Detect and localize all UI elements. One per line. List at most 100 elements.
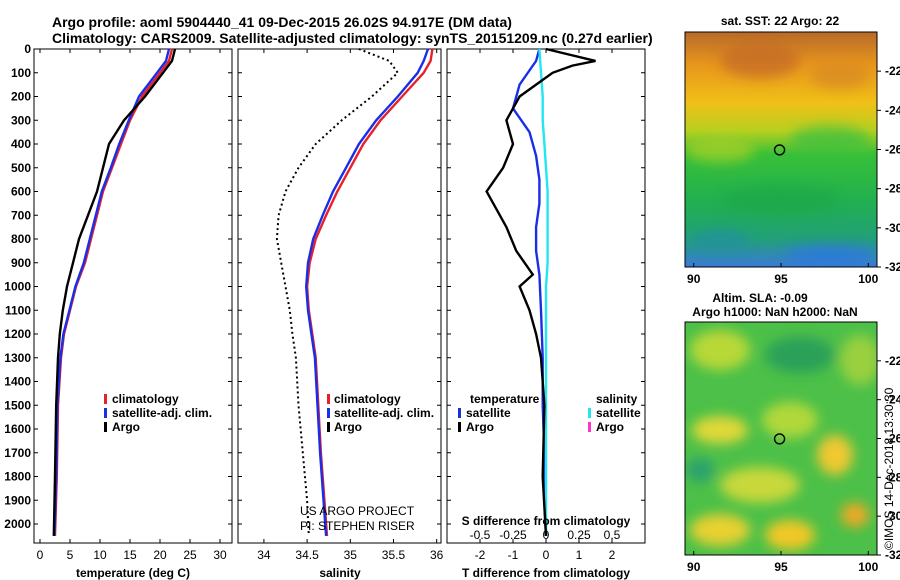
s-diff-tick-label: -0.5 [470,528,491,542]
x-tick-label: 0 [37,548,44,562]
y-tick-label: 0 [24,42,31,56]
series-line-argo [52,48,177,536]
temperature-xlabel: temperature (deg C) [76,566,190,580]
legend-label-s-satellite: satellite [596,406,641,420]
difference-xlabel: T difference from climatology [462,566,630,580]
legend-swatch-climatology [104,394,107,404]
y-tick-label: 1300 [4,351,31,365]
temperature-legend: climatology satellite-adj. clim. Argo [104,392,212,434]
difference-plot: -2 -1 0 1 2 -0.5 -0.25 0 0.25 0.5 [447,47,645,562]
sst-map-axes: 90 95 100 -22 -24 -26 -28 -30 -32 [687,64,900,286]
legend-label-climatology: climatology [334,392,401,406]
y-tick-label: 1500 [4,398,31,412]
y-tick-label: 400 [11,137,31,151]
legend-heading-salinity: salinity [596,392,638,406]
x-tick-label: -2 [475,548,486,562]
y-tick-label: 2000 [4,517,31,531]
x-tick-label: 35.5 [382,548,406,562]
x-tick-label: 90 [687,272,701,286]
x-tick-label: 90 [687,560,701,574]
salinity-xlabel: salinity [319,566,361,580]
legend-label-climatology: climatology [112,392,179,406]
legend-label-t-satellite: satellite [466,406,511,420]
x-tick-label: 100 [858,560,878,574]
temperature-axes [33,48,233,544]
x-tick-label: 95 [774,272,788,286]
series-line-satellite-adj-clim- [304,48,430,536]
y-tick-label: 1600 [4,422,31,436]
x-tick-label: 95 [774,560,788,574]
y-tick-label: 1000 [4,280,31,294]
legend-swatch-satellite [327,408,330,418]
sla-map-image [685,322,877,555]
imos-timestamp: ©IMOS 14-Dec-2018 13:30:30 [882,387,896,550]
legend-label-satellite: satellite-adj. clim. [112,406,212,420]
y-tick-label: -22 [885,354,900,368]
legend-heading-temperature: temperature [470,392,540,406]
y-tick-label: -28 [885,182,900,196]
y-tick-label: 200 [11,90,31,104]
legend-swatch-s-satellite [588,408,591,418]
series-line-climatology [305,48,434,536]
y-tick-label: -24 [885,393,900,407]
header-line2: Climatology: CARS2009. Satellite-adjuste… [52,30,653,46]
y-tick-label: -32 [885,260,900,274]
salinity-axes [237,48,442,544]
sst-map-title: sat. SST: 22 Argo: 22 [721,14,840,28]
sla-map-axes: 90 95 100 -22 -24 -26 -28 -30 -32 [687,354,900,574]
legend-swatch-s-argo [588,422,591,432]
x-tick-label: 0 [543,548,550,562]
y-tick-label: 1100 [5,303,31,317]
legend-label-t-argo: Argo [466,420,494,434]
y-tick-label: 800 [11,232,31,246]
legend-swatch-climatology [327,394,330,404]
y-tick-label: -26 [885,432,900,446]
credit-pi: PI: STEPHEN RISER [300,519,415,533]
y-tick-label: 1900 [4,493,31,507]
legend-swatch-argo [104,422,107,432]
series-line-climatology [53,48,174,536]
y-tick-label: 500 [11,161,31,175]
x-tick-label: 36 [430,548,444,562]
x-tick-label: 34.5 [295,548,319,562]
difference-legend: temperature satellite Argo salinity sate… [458,392,641,434]
x-tick-label: 10 [93,548,107,562]
salinity-legend: climatology satellite-adj. clim. Argo [327,392,434,434]
y-tick-label: 700 [11,208,31,222]
legend-label-argo: Argo [112,420,140,434]
x-tick-label: 25 [183,548,197,562]
legend-swatch-satellite [104,408,107,418]
temperature-plot: 0100200300400500600700800900100011001200… [4,42,232,562]
x-tick-label: 1 [576,548,583,562]
x-tick-label: 34 [257,548,271,562]
series-line-t-satellite [511,48,548,536]
y-tick-label: 900 [11,256,31,270]
y-tick-label: -32 [885,548,900,562]
legend-swatch-t-argo [458,422,461,432]
y-tick-label: -28 [885,470,900,484]
series-line-t-argo [485,47,596,536]
x-tick-label: 30 [213,548,227,562]
sla-map-subtitle: Argo h1000: NaN h2000: NaN [692,305,857,319]
y-tick-label: 100 [11,66,31,80]
legend-label-s-argo: Argo [596,420,624,434]
y-tick-label: -24 [885,103,900,117]
sst-map-image [685,32,877,267]
argo-location-marker [773,433,786,445]
argo-location-marker [773,144,786,156]
x-tick-label: 15 [123,548,137,562]
x-tick-label: -1 [508,548,519,562]
s-diff-tick-label: 0.25 [567,528,591,542]
s-diff-tick-label: 0.5 [604,528,621,542]
s-diff-tick-label: 0 [543,528,550,542]
x-tick-label: 2 [609,548,616,562]
x-tick-label: 20 [153,548,167,562]
legend-label-satellite: satellite-adj. clim. [334,406,434,420]
sla-map-title: Altim. SLA: -0.09 [712,291,808,305]
y-tick-label: 600 [11,185,31,199]
y-tick-label: 1800 [4,470,31,484]
salinity-plot: 34 34.5 35 35.5 36 [238,48,444,562]
legend-swatch-t-satellite [458,408,461,418]
y-tick-label: 1700 [4,446,31,460]
